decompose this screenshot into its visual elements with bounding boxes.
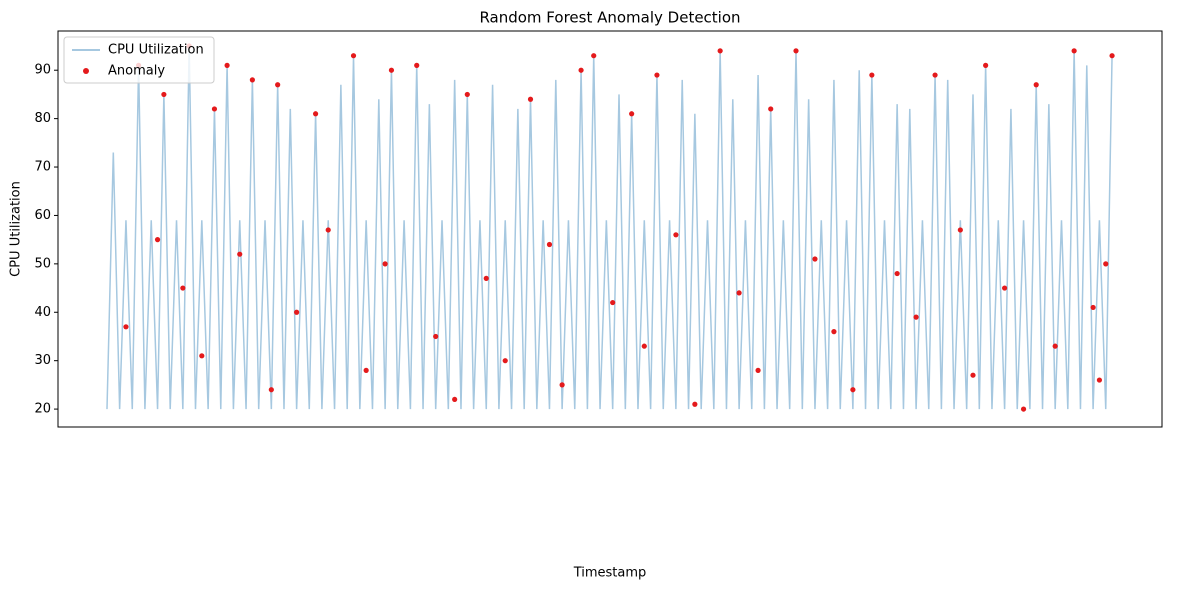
anomaly-point: [268, 387, 274, 393]
anomaly-point: [1109, 53, 1115, 59]
y-tick-label: 90: [34, 63, 51, 78]
anomaly-point: [983, 62, 989, 68]
anomaly-point: [831, 329, 837, 335]
anomaly-point: [736, 290, 742, 296]
anomaly-point: [654, 72, 660, 78]
anomaly-point: [641, 343, 647, 349]
y-axis-label: CPU Utilization: [9, 181, 24, 277]
anomaly-point: [275, 82, 281, 88]
anomaly-point: [970, 372, 976, 378]
anomaly-point: [180, 285, 186, 291]
y-tick-label: 30: [34, 353, 51, 368]
anomaly-point: [610, 299, 616, 306]
anomaly-point: [414, 62, 420, 68]
anomaly-point: [350, 53, 357, 59]
anomaly-point: [123, 324, 129, 330]
anomaly-point: [363, 367, 369, 373]
anomaly-point: [869, 72, 875, 78]
anomaly-point: [237, 251, 243, 257]
anomaly-point: [546, 241, 553, 248]
line-series: [106, 45, 1113, 410]
y-tick-label: 60: [34, 208, 51, 223]
anomaly-point: [1096, 377, 1103, 383]
y-tick-label: 70: [34, 160, 51, 175]
anomaly-point: [957, 227, 963, 233]
legend-dot: [83, 68, 89, 74]
anomaly-point: [433, 333, 439, 340]
plot-frame: [57, 30, 1163, 428]
anomaly-point: [224, 62, 230, 68]
anomaly-point: [464, 91, 470, 98]
anomaly-point: [161, 91, 167, 98]
legend-box: [63, 36, 215, 84]
anomaly-point: [325, 227, 331, 233]
anomaly-point: [382, 261, 388, 267]
x-axis-label: Timestamp: [573, 566, 647, 581]
y-tick-label: 80: [34, 111, 51, 126]
legend-label: CPU Utilization: [108, 43, 204, 58]
anomaly-point: [502, 358, 508, 364]
y-tick-label: 40: [34, 305, 51, 320]
anomaly-point: [673, 232, 679, 238]
anomaly-point: [812, 256, 818, 262]
chart-title: Random Forest Anomaly Detection: [479, 9, 740, 27]
anomaly-point: [591, 53, 597, 59]
anomaly-point: [894, 270, 900, 277]
anomaly-point: [294, 309, 300, 315]
anomaly-point: [1103, 261, 1109, 267]
anomaly-point: [768, 106, 774, 112]
anomaly-point: [1020, 406, 1027, 412]
anomaly-point: [629, 111, 635, 117]
anomaly-point: [154, 237, 161, 243]
anomaly-point: [388, 67, 395, 73]
anomaly-point: [913, 314, 919, 320]
anomaly-point: [1052, 343, 1058, 349]
anomaly-point: [850, 387, 856, 393]
anomaly-point: [793, 48, 799, 54]
anomaly-point: [717, 48, 723, 54]
anomaly-point: [312, 111, 319, 117]
anomaly-point: [211, 106, 218, 112]
anomaly-point: [199, 353, 205, 359]
anomaly-point: [1002, 285, 1008, 291]
anomaly-point: [692, 401, 698, 407]
anomaly-point: [249, 77, 255, 83]
anomaly-point: [1071, 48, 1077, 54]
anomaly-point: [559, 382, 565, 388]
anomaly-point: [1033, 82, 1039, 88]
legend-label: Anomaly: [108, 64, 165, 79]
y-tick-label: 20: [34, 402, 51, 417]
anomaly-point: [527, 96, 534, 102]
anomaly-point: [1090, 304, 1096, 311]
anomaly-point: [932, 72, 938, 78]
y-tick-label: 50: [34, 256, 51, 271]
anomaly-point: [578, 67, 584, 73]
anomaly-point: [483, 275, 489, 281]
anomaly-point: [452, 396, 458, 403]
anomaly-point: [755, 367, 761, 373]
